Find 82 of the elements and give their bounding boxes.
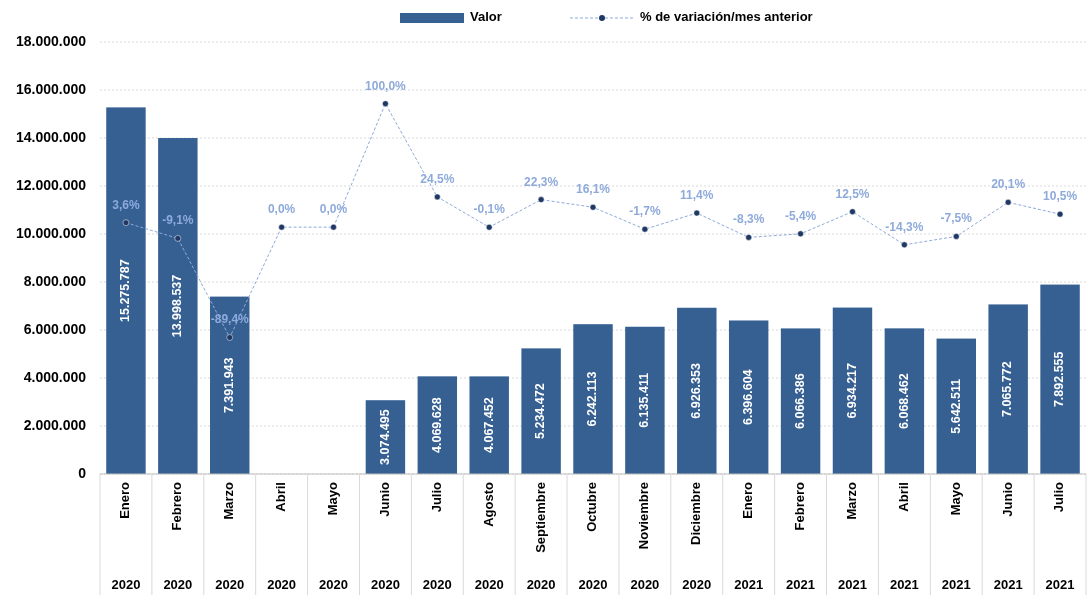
data-label: 6.396.604 — [740, 369, 755, 426]
category-label: Septiembre 2020 — [526, 482, 556, 592]
y-tick-label: 10.000.000 — [15, 224, 87, 241]
data-label: 6.242.113 — [585, 371, 600, 427]
data-label: 7.391.943 — [222, 357, 237, 414]
bar — [158, 138, 198, 474]
category-label: Abril 2020 — [267, 482, 297, 592]
y-tick-label: 0 — [78, 464, 87, 481]
category-label: Julio 2020 — [422, 482, 452, 592]
bar — [210, 296, 250, 474]
category-label: Mayo 2020 — [319, 482, 348, 592]
category-label: Noviembre 2020 — [630, 482, 660, 592]
data-label: 7.065.772 — [1000, 361, 1015, 418]
category-label: Octubre 2020 — [578, 482, 608, 592]
legend-label: % de variación/mes anterior — [640, 9, 813, 25]
data-label: 20,1% — [991, 177, 1026, 192]
data-label: 6.135.411 — [637, 372, 652, 428]
y-tick-label: 14.000.000 — [15, 128, 87, 145]
data-label: 15.275.787 — [118, 259, 133, 322]
legend-label: Valor — [470, 9, 502, 25]
bar — [573, 324, 613, 474]
bar — [106, 107, 146, 474]
y-tick-label: 12.000.000 — [15, 176, 87, 193]
data-label: 0,0% — [267, 202, 296, 217]
category-label: Febrero 2020 — [163, 482, 193, 592]
data-label: 4.067.452 — [481, 397, 496, 453]
bar — [1040, 284, 1080, 474]
y-tick-label: 8.000.000 — [23, 272, 87, 289]
data-label: -7,5% — [940, 211, 973, 226]
data-label: 11,4% — [680, 188, 714, 203]
data-label: 100,0% — [365, 78, 407, 93]
data-label: 22,3% — [524, 174, 559, 189]
category-label: Febrero 2021 — [786, 482, 816, 592]
data-label: 16,1% — [575, 182, 611, 197]
data-label: 24,5% — [420, 171, 455, 186]
category-label: Agosto 2020 — [474, 482, 504, 592]
data-label: -14,3% — [885, 219, 924, 234]
data-label: 3.074.495 — [377, 409, 392, 465]
bar — [832, 307, 873, 474]
bar — [936, 338, 976, 474]
data-label: -1,7% — [629, 204, 661, 219]
y-tick-label: 6.000.000 — [23, 320, 87, 337]
data-label: 3,6% — [112, 197, 140, 212]
data-label: 6.926.353 — [689, 363, 704, 419]
data-label: -5,4% — [784, 208, 817, 223]
bar — [625, 326, 665, 474]
category-label: Abril 2021 — [889, 482, 919, 592]
category-label: Junio 2020 — [370, 482, 400, 592]
category-label: Julio 2021 — [1045, 482, 1075, 592]
category-label: Diciembre 2020 — [682, 482, 712, 592]
data-label: 6.066.386 — [792, 373, 807, 430]
bar — [988, 304, 1028, 474]
data-label: 0,0% — [319, 202, 348, 217]
category-label: Enero 2020 — [111, 482, 141, 592]
bar — [780, 328, 821, 474]
bar — [469, 376, 509, 474]
bar — [677, 307, 717, 474]
y-tick-label: 4.000.000 — [23, 368, 87, 385]
data-label: 13.998.537 — [170, 274, 185, 338]
data-label: 12,5% — [835, 186, 870, 201]
category-label: Marzo 2021 — [838, 482, 867, 592]
data-label: 10,5% — [1043, 189, 1078, 204]
data-label: -8,3% — [733, 212, 765, 227]
y-tick-label: 18.000.000 — [15, 32, 87, 49]
category-label: Marzo 2020 — [215, 482, 245, 592]
bar — [521, 348, 561, 474]
bar — [728, 320, 769, 474]
y-tick-label: 2.000.000 — [23, 416, 87, 433]
data-label: 5.234.472 — [533, 383, 548, 439]
data-label: 4.069.628 — [429, 397, 444, 453]
data-label: 6.068.462 — [896, 373, 911, 429]
data-label: -9,1% — [162, 213, 194, 228]
bar — [884, 328, 925, 474]
data-label: 5.642.511 — [948, 378, 963, 434]
category-label: Junio 2021 — [993, 482, 1023, 592]
data-label: -0,1% — [473, 202, 506, 217]
data-label: 7.892.555 — [1052, 351, 1067, 408]
data-label: -89,4% — [210, 312, 250, 327]
data-label: 6.934.217 — [844, 362, 859, 419]
category-label: Mayo 2021 — [941, 482, 971, 592]
y-tick-label: 16.000.000 — [15, 80, 87, 97]
category-label: Enero 2021 — [734, 482, 764, 592]
